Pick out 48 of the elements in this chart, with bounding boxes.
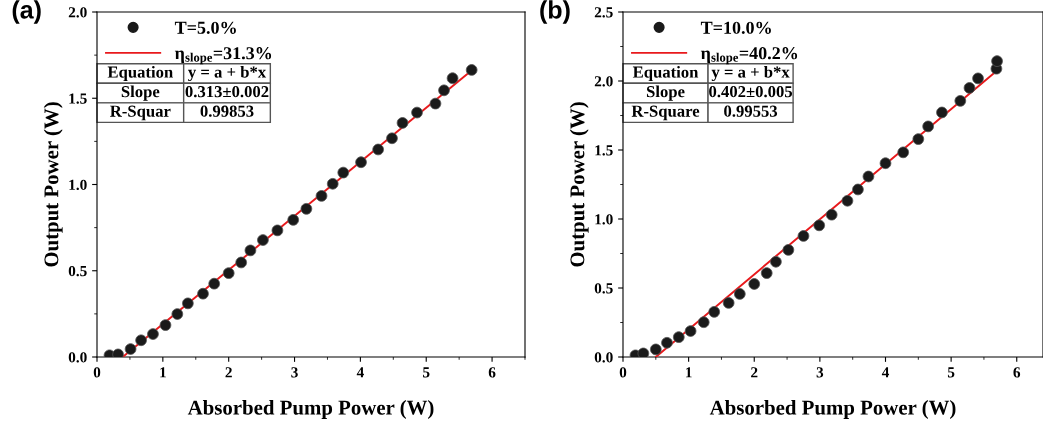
annotation: Equation	[632, 65, 699, 82]
annotation: y = a + b*x	[188, 65, 267, 82]
x-tick-label: 6	[488, 367, 496, 378]
x-tick-label: 3	[816, 367, 824, 378]
annotation: 0.313±0.002	[185, 86, 269, 98]
x-tick-label: 5	[947, 367, 955, 378]
y-tick-label: 1.5	[595, 145, 613, 156]
y-tick-label: 2.5	[594, 7, 613, 18]
x-tick-label: 6	[1013, 367, 1021, 378]
y-axis-title: Output Power (W)	[43, 102, 63, 267]
y-tick-label: 0.0	[594, 352, 613, 363]
x-tick-label: 2	[225, 367, 232, 378]
y-tick-label: 2.0	[594, 76, 613, 87]
y-tick-label: 1.0	[69, 179, 87, 191]
y-tick-label: 0.5	[68, 265, 87, 277]
annotation: 0.99553	[724, 105, 778, 117]
point	[637, 347, 650, 357]
x-tick-label: 2	[751, 367, 758, 378]
y-tick-label: 0.0	[68, 352, 87, 363]
annotation: Equation	[107, 65, 173, 82]
annotation: Slope	[646, 85, 685, 101]
annotation: R-Square	[631, 105, 700, 121]
x-tick-label: 4	[881, 367, 890, 378]
annotation: 0.99853	[200, 105, 254, 117]
text: (a)	[12, 0, 41, 24]
x-tick-label: 0	[619, 367, 627, 378]
text: (b)	[540, 0, 570, 24]
annotation: Slope	[121, 85, 160, 101]
annotation: R-Squar	[110, 105, 171, 121]
legend-label: T=10.0%	[700, 21, 771, 34]
y-tick-label: 1.0	[595, 214, 613, 225]
y-axis-title: Output Power (W)	[569, 102, 589, 267]
y-tick-label: 2.0	[68, 7, 87, 18]
annotation: 0.402±0.005	[709, 86, 793, 98]
x-axis-title: Absorbed Pump Power (W)	[709, 400, 956, 419]
legend-label: T=5.0%	[174, 21, 236, 34]
y-tick-label: 1.5	[69, 93, 87, 104]
x-tick-label: 4	[356, 367, 364, 378]
x-tick-label: 1	[686, 367, 692, 378]
x-tick-label: 0	[93, 367, 101, 378]
x-tick-label: 3	[291, 367, 298, 378]
annotation: y = a + b*x	[711, 65, 790, 82]
legend-label: η$_{slope}$=31.3%	[174, 47, 272, 65]
x-tick-label: 1	[160, 367, 166, 378]
y-tick-label: 0.5	[594, 283, 613, 294]
legend-label: η$_{slope}$=40.2%	[700, 47, 798, 65]
x-axis-title: Absorbed Pump Power (W)	[187, 400, 434, 419]
x-tick-label: 5	[423, 367, 430, 378]
